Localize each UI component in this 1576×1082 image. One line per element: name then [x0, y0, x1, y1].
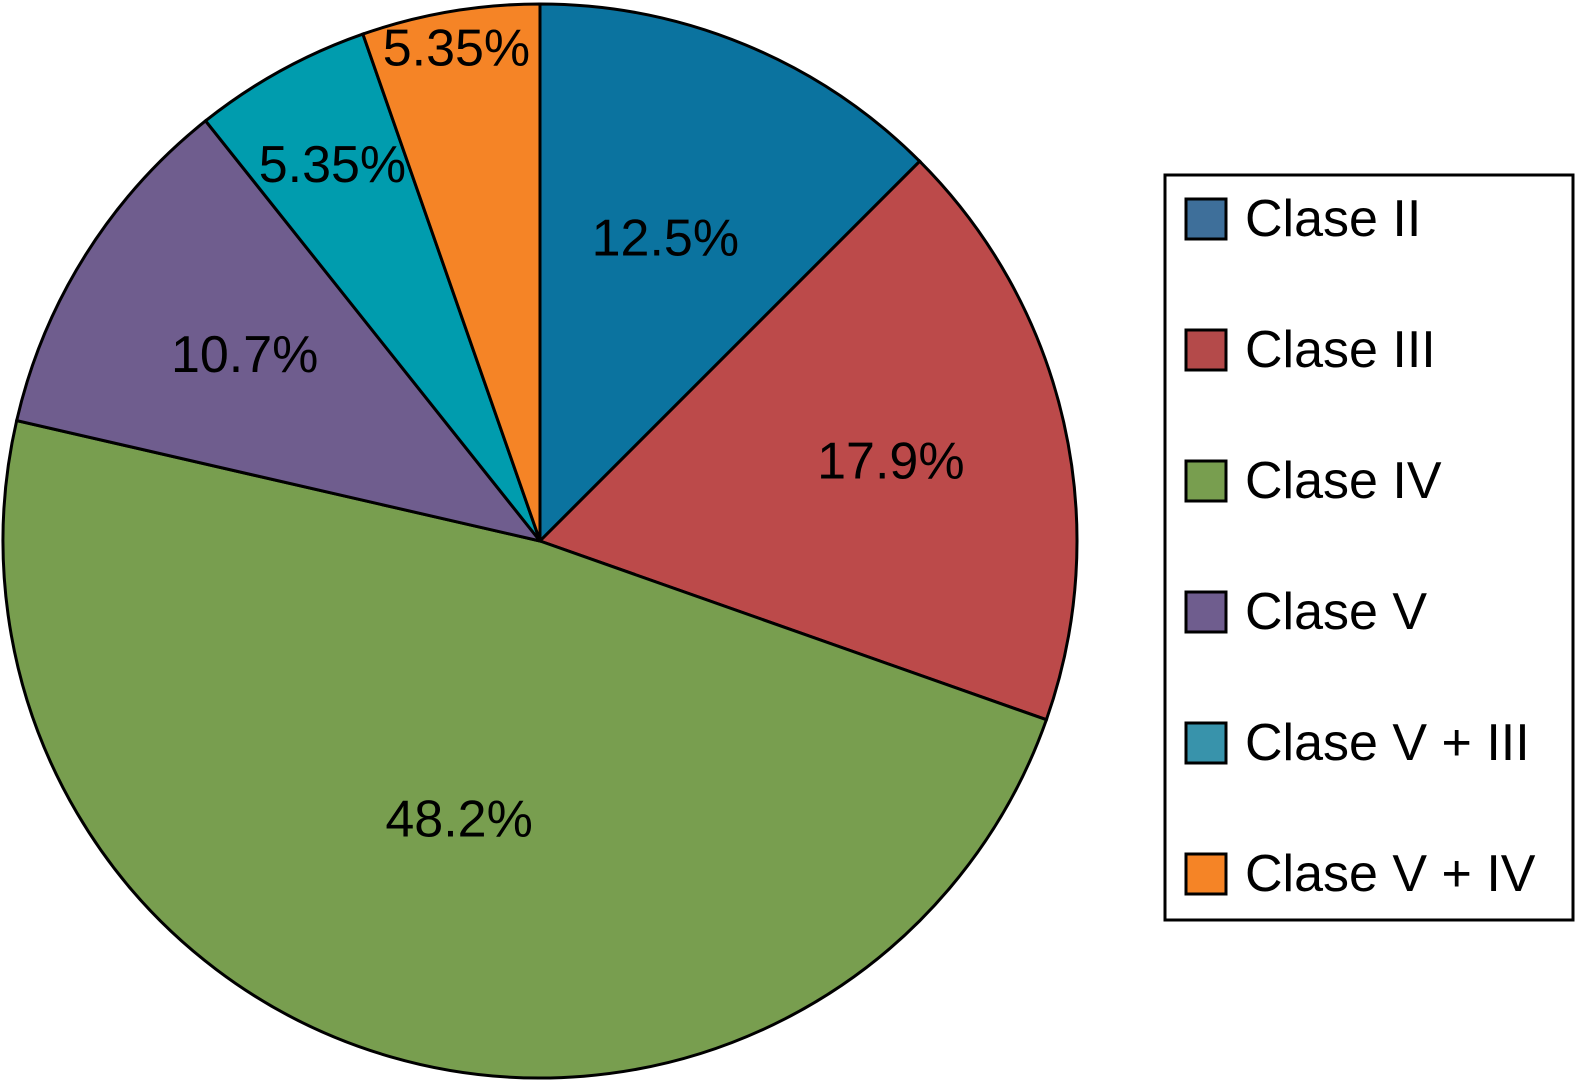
legend-label: Clase V + IV [1245, 845, 1536, 903]
legend-swatch [1184, 459, 1228, 503]
data-label: 48.2% [385, 790, 532, 848]
legend-label: Clase IV [1245, 452, 1442, 510]
legend-swatch [1184, 197, 1228, 241]
data-label: 5.35% [383, 20, 530, 78]
pie-slice-clase-v-iii [203, 32, 542, 542]
pie-slice-clase-iv [1, 418, 1049, 1080]
pie-slice-labels: 12.5% 17.9% 48.2% 10.7% 5.35% 5.35% [171, 20, 965, 849]
legend-label: Clase V [1245, 583, 1427, 641]
legend-label: Clase III [1245, 321, 1436, 379]
pie-slice-clase-v-iv [360, 2, 542, 542]
data-label: 10.7% [171, 326, 318, 384]
pie-slice-clase-v [14, 118, 544, 544]
pie-slices [1, 2, 1079, 1080]
data-label: 17.9% [817, 432, 964, 490]
data-label: 12.5% [592, 209, 739, 267]
legend-swatch [1184, 328, 1228, 372]
legend-box [1163, 173, 1575, 922]
legend-swatch [1184, 590, 1228, 634]
legend-label: Clase II [1245, 190, 1421, 248]
legend-swatch [1184, 852, 1228, 896]
pie-slice-clase-iii [537, 159, 1079, 722]
legend: Clase II Clase III Clase IV Clase V Clase V … [1163, 173, 1575, 922]
legend-swatch [1184, 721, 1228, 765]
pie-slice-clase-ii [538, 2, 922, 545]
legend-label: Clase V + III [1245, 714, 1530, 772]
data-label: 5.35% [259, 136, 406, 194]
